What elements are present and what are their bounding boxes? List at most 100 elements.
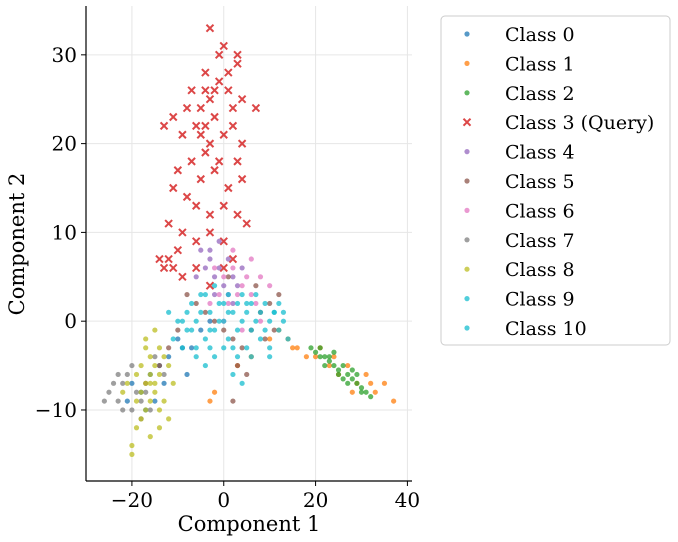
data-point [349,376,355,382]
data-point [216,265,222,271]
data-point [312,349,319,355]
data-point [219,201,228,210]
data-point [198,309,204,315]
data-point [237,139,247,148]
data-point [187,157,196,166]
data-point [207,318,213,324]
data-point [234,291,241,298]
data-point [251,103,261,113]
data-point [191,201,201,210]
data-point [234,300,241,307]
legend-label: Class 6 [505,200,575,222]
data-point [214,77,224,86]
y-tick-label: 0 [64,309,77,333]
data-point [138,389,144,395]
data-point [216,300,222,307]
data-point [169,112,178,122]
data-point [221,283,227,289]
data-point [170,336,176,342]
data-point [169,183,178,193]
data-point [207,309,213,315]
data-point [207,256,213,262]
y-tick-label: 30 [52,43,77,67]
data-point [205,210,215,219]
data-point [267,354,273,360]
data-point [178,130,187,139]
data-point [221,327,227,333]
legend-marker [464,296,470,302]
data-point [230,300,236,307]
data-point [248,291,254,298]
data-point [358,385,365,391]
data-point [161,354,167,360]
data-point [372,389,378,395]
data-point [234,362,241,369]
data-point [331,349,337,355]
data-point [340,362,346,369]
data-point [198,247,204,253]
data-point [166,362,172,369]
data-point [219,41,228,51]
data-point [239,345,245,351]
data-point [152,327,158,333]
data-point [161,371,167,378]
data-point [143,389,149,395]
data-point [189,327,195,333]
data-point [349,389,355,395]
data-point [198,327,204,333]
axes [85,6,412,482]
data-point [124,398,130,404]
data-point [248,256,254,262]
data-point [244,274,250,280]
data-point [143,345,149,351]
data-point [345,362,351,369]
legend-marker [464,325,470,331]
data-point [335,367,342,373]
data-point [124,371,130,378]
data-point [189,300,195,307]
data-point [267,345,273,351]
data-point [242,219,251,228]
data-point [239,291,245,298]
data-point [207,247,213,253]
data-point [340,376,346,382]
data-point [196,174,205,184]
data-point [239,265,245,271]
data-point [354,371,360,378]
data-point [228,254,238,264]
legend-marker [464,237,470,243]
data-point [164,219,173,228]
data-point [175,336,181,342]
data-point [317,354,323,360]
data-point [166,345,172,351]
legend-label: Class 9 [505,289,575,311]
data-point [234,354,241,360]
data-point [230,265,236,271]
data-point [106,389,112,395]
data-point [205,139,215,148]
data-point [159,121,169,131]
data-point [216,318,222,324]
data-point [156,371,163,378]
data-point [230,274,236,280]
data-point [234,283,241,289]
data-point [219,263,228,273]
data-point [193,318,199,324]
data-point [143,380,149,386]
data-point [368,380,374,386]
data-point [244,300,250,307]
data-point [233,157,242,166]
data-point [184,371,190,378]
data-point [133,425,140,431]
data-point [184,327,190,333]
data-point [156,362,163,369]
data-point [285,336,291,342]
data-point [133,371,140,378]
legend-marker [464,31,470,37]
data-point [152,354,158,360]
x-axis-title: Component 1 [178,512,321,536]
data-point [152,380,158,386]
data-point [262,300,268,307]
data-point [143,407,149,413]
legend-label: Class 10 [505,318,587,340]
